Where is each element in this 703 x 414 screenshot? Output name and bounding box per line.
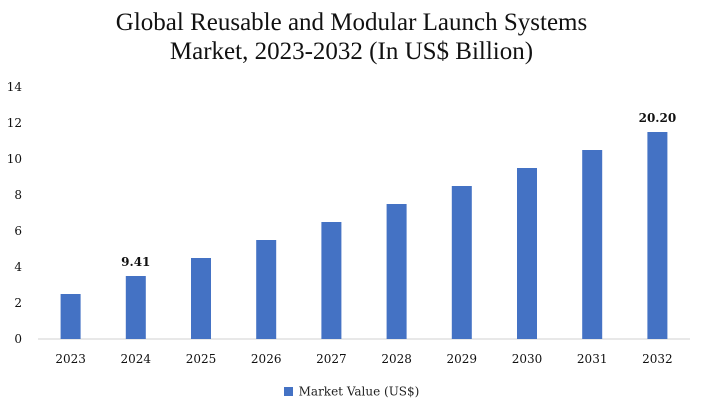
bar [582,150,603,339]
legend-label: Market Value (US$) [298,384,420,399]
bar [321,222,342,339]
x-tick-label: 2030 [512,352,543,366]
y-tick-label: 12 [7,116,22,130]
data-label: 9.41 [121,255,150,269]
x-tick-label: 2026 [251,352,282,366]
chart-title: Global Reusable and Modular Launch Syste… [0,8,703,66]
bar [386,204,407,339]
chart-title-line-1: Global Reusable and Modular Launch Syste… [115,9,588,36]
chart-legend: Market Value (US$) [0,384,703,399]
chart-title-line-2: Market, 2023-2032 (In US$ Billion) [169,38,534,65]
bar [60,294,81,339]
y-tick-label: 14 [7,80,23,94]
x-tick-label: 2024 [121,352,152,366]
x-tick-label: 2023 [55,352,86,366]
x-tick-label: 2028 [381,352,412,366]
x-tick-label: 2025 [186,352,217,366]
x-tick-label: 2029 [447,352,478,366]
y-tick-label: 8 [14,188,22,202]
bar [256,240,277,339]
legend-swatch [283,387,293,396]
bar [125,276,146,339]
bar [647,132,668,339]
bar [451,186,472,339]
y-tick-label: 6 [14,224,22,238]
bar [191,258,211,339]
bar [517,168,537,339]
y-tick-label: 0 [14,332,22,346]
x-tick-label: 2027 [316,352,347,366]
data-label: 20.20 [639,111,677,125]
y-tick-label: 4 [14,260,22,274]
x-tick-label: 2031 [577,352,608,366]
x-tick-label: 2032 [642,352,673,366]
y-tick-label: 2 [14,296,22,310]
y-tick-label: 10 [7,152,22,166]
